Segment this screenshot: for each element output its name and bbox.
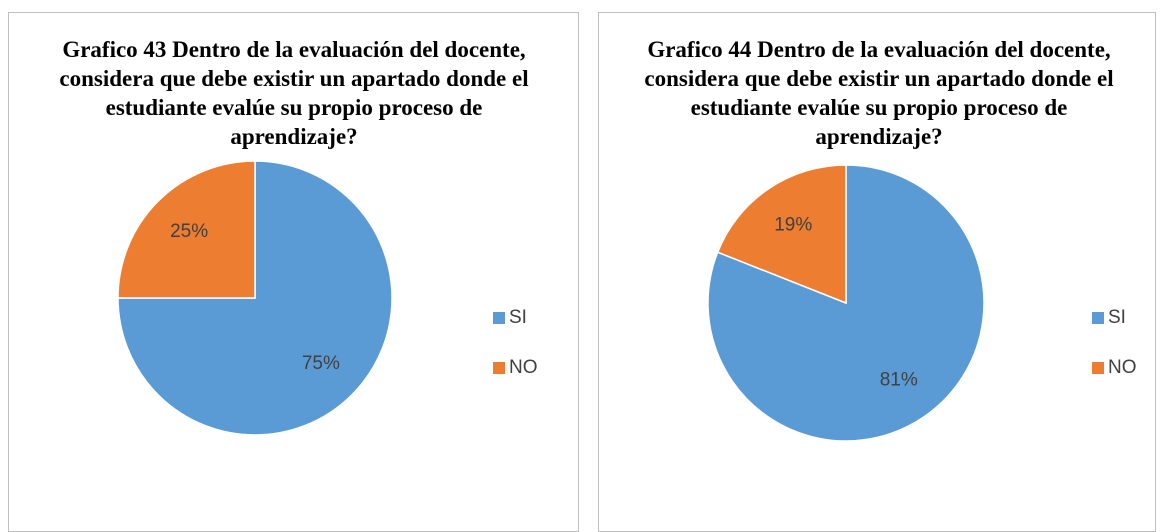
legend-label: SI	[509, 307, 527, 328]
pie-slice	[716, 164, 847, 305]
chart-panel: Grafico 44 Dentro de la evaluación del d…	[598, 12, 1156, 532]
data-label: 19%	[774, 214, 812, 235]
data-label: 81%	[880, 370, 918, 391]
charts: 75% 25% SI NO 81% 19% SI NO	[117, 160, 1137, 442]
legend-label: NO	[509, 357, 538, 378]
legend-swatch	[493, 362, 505, 374]
legend-label: NO	[1108, 357, 1137, 378]
legend-swatch	[493, 312, 505, 324]
legend-swatch	[1092, 362, 1104, 374]
data-label: 75%	[302, 353, 340, 374]
pie-slice	[117, 160, 393, 436]
legend-swatch	[1092, 312, 1104, 324]
chart-panel: Grafico 43 Dentro de la evaluación del d…	[8, 12, 579, 532]
data-label: 25%	[170, 221, 208, 242]
pie-slice	[117, 160, 256, 299]
chart-title: Grafico 44 Dentro de la evaluación del d…	[644, 37, 1114, 149]
legend-label: SI	[1108, 307, 1126, 328]
page: Grafico 43 Dentro de la evaluación del d…	[8, 12, 1156, 532]
chart-title: Grafico 43 Dentro de la evaluación del d…	[59, 37, 529, 149]
